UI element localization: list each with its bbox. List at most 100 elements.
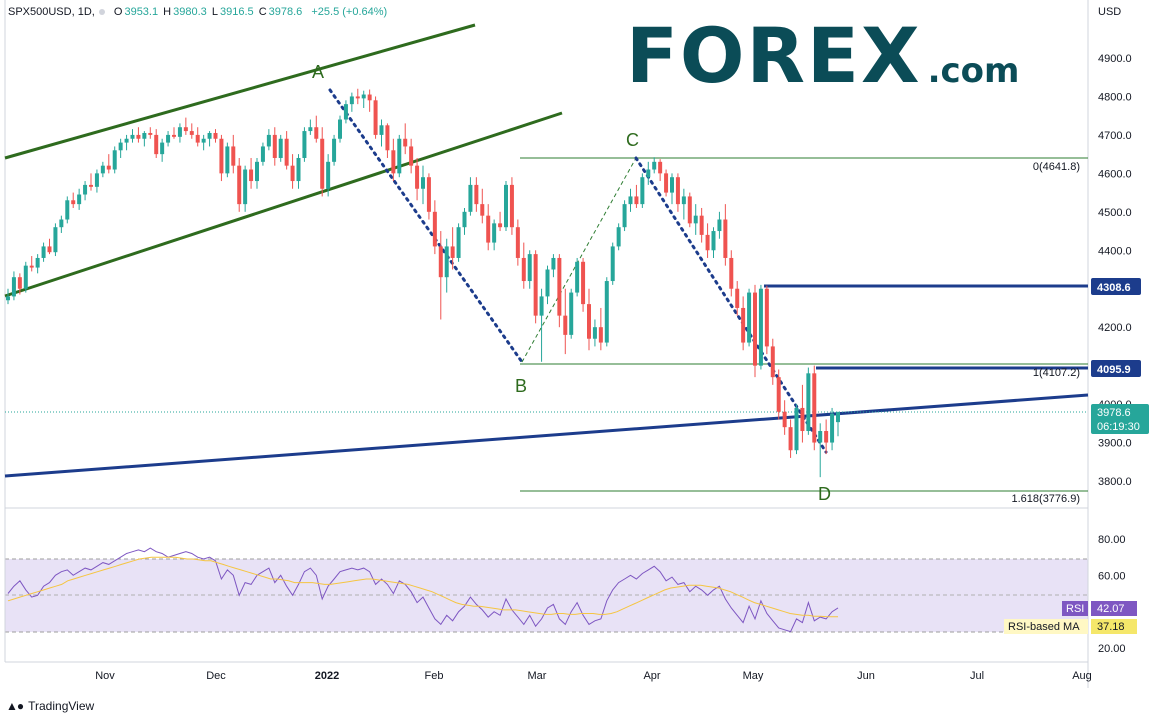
wave-label-a: A — [312, 62, 324, 82]
candle-body — [770, 346, 775, 378]
candle-body — [569, 292, 574, 335]
candle-body — [89, 184, 93, 187]
candle-body — [379, 125, 384, 135]
candle-body — [575, 261, 580, 293]
rsi-tick-label: 20.00 — [1098, 643, 1126, 655]
time-tick-label: Dec — [206, 670, 226, 682]
candle-body — [195, 134, 200, 143]
candle-body — [213, 132, 218, 139]
candle-body — [610, 246, 615, 282]
candle-body — [65, 200, 70, 220]
price-tick-label: 4400.0 — [1098, 245, 1132, 257]
candle-body — [183, 127, 188, 132]
price-tick-label: 4200.0 — [1098, 322, 1132, 334]
candle-body — [741, 307, 746, 343]
candle-body — [616, 227, 621, 247]
candle-body — [753, 292, 757, 366]
price-tick-label: 4700.0 — [1098, 130, 1132, 142]
tradingview-logo-icon: ▲● — [6, 699, 24, 713]
logo-suffix-text: .com — [927, 51, 1020, 91]
forex-logo: FOREX .com — [626, 18, 1019, 94]
candle-body — [47, 246, 52, 253]
rsi-ma-value-tag-bg — [1091, 619, 1137, 634]
candle-body — [735, 288, 740, 308]
candle-body — [290, 165, 295, 182]
candle-body — [521, 257, 526, 282]
channel-upper-line — [4, 23, 476, 160]
candle-body — [35, 257, 40, 268]
symbol-label[interactable]: SPX500USD, 1D, — [8, 6, 95, 18]
wave-label-d: D — [818, 484, 831, 504]
wave-ab-path — [328, 88, 524, 364]
price-tick-label: 3900.0 — [1098, 438, 1132, 450]
channel-lower-line — [4, 111, 563, 298]
wave-label-c: C — [626, 130, 639, 150]
candle-body — [100, 165, 105, 174]
candle-body — [628, 196, 633, 205]
rsi-value-tag: 42.07 — [1097, 603, 1125, 615]
candle-body — [112, 150, 117, 170]
candle-body — [563, 315, 568, 335]
candle-body — [717, 219, 722, 232]
candle-body — [527, 254, 532, 282]
candles-layer — [6, 88, 840, 478]
price-tick-label: 4600.0 — [1098, 168, 1132, 180]
rsi-name-tag: RSI — [1066, 603, 1084, 615]
candle-body — [723, 219, 728, 258]
candle-body — [124, 138, 129, 143]
candle-body — [397, 138, 402, 174]
logo-main-text: FOREX — [626, 11, 922, 100]
candle-body — [260, 146, 265, 162]
fib-0-label: 0(4641.8) — [1033, 161, 1080, 173]
candle-body — [23, 265, 28, 289]
candle-body — [800, 407, 805, 432]
candle-body — [53, 227, 58, 253]
wave-label-b: B — [515, 376, 527, 396]
candle-body — [249, 169, 254, 182]
candle-body — [515, 227, 520, 258]
candle-body — [415, 165, 420, 189]
candle-body — [29, 265, 34, 268]
candle-body — [11, 277, 16, 297]
candle-body — [699, 215, 704, 235]
candle-body — [403, 138, 408, 147]
rsi-ma-name-tag-bg — [1004, 619, 1088, 634]
candle-body — [278, 138, 283, 158]
candle-body — [598, 327, 603, 343]
price-tick-label: 4900.0 — [1098, 53, 1132, 65]
candle-body — [498, 223, 503, 228]
candle-body — [17, 277, 22, 289]
candle-body — [830, 413, 835, 443]
candle-body — [296, 157, 301, 182]
candle-body — [391, 150, 396, 174]
fib-1-label: 1(4107.2) — [1033, 367, 1080, 379]
candle-body — [308, 127, 313, 132]
price-tick-label: 3800.0 — [1098, 476, 1132, 488]
candle-body — [658, 161, 663, 174]
price-tick-label: 4500.0 — [1098, 207, 1132, 219]
rsi-value-tag-bg — [1091, 601, 1137, 616]
candle-body — [646, 169, 651, 178]
candle-body — [705, 234, 710, 251]
candle-body — [711, 231, 716, 251]
candle-body — [136, 134, 141, 139]
candle-body — [373, 100, 378, 135]
wave-cd-path — [634, 156, 828, 454]
candle-body — [788, 427, 793, 451]
open-value: 3953.1 — [124, 6, 159, 18]
candle-body — [480, 204, 485, 216]
candle-body — [551, 257, 556, 270]
candle-body — [504, 184, 508, 228]
fib-1618-label: 1.618(3776.9) — [1012, 493, 1081, 505]
candle-body — [172, 134, 176, 137]
candle-body — [681, 196, 686, 205]
tag-4308-label: 4308.6 — [1097, 282, 1131, 294]
chart-header: SPX500USD, 1D, O 3953.1 H 3980.3 L 3916.5 C… — [8, 6, 389, 18]
time-tick-label: Apr — [643, 670, 660, 682]
tag-current-bg — [1091, 404, 1149, 434]
candle-body — [243, 169, 248, 205]
tradingview-footer[interactable]: ▲● TradingView — [6, 699, 94, 713]
candle-body — [806, 373, 811, 432]
rsi-tick-label: 80.00 — [1098, 534, 1126, 546]
